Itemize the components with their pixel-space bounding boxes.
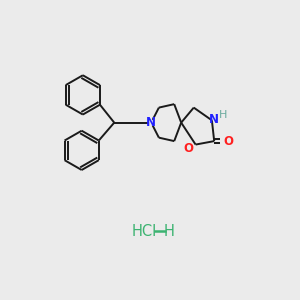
Text: H: H: [164, 224, 175, 239]
Text: N: N: [146, 116, 156, 129]
Text: N: N: [209, 113, 219, 126]
Text: H: H: [219, 110, 227, 120]
Text: O: O: [223, 135, 233, 148]
Text: HCl: HCl: [132, 224, 157, 239]
Text: O: O: [183, 142, 193, 155]
